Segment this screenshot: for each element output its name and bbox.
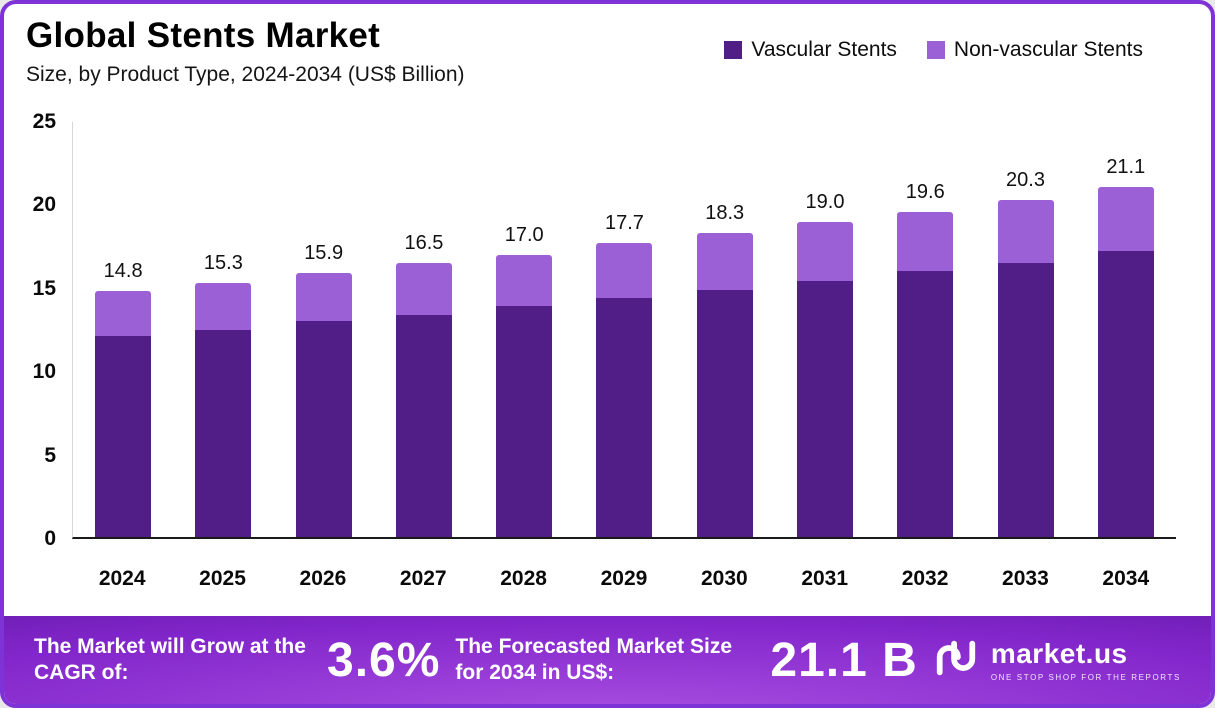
y-axis: 0 5 10 15 20 25 bbox=[14, 110, 62, 550]
bar-total-label: 19.0 bbox=[805, 190, 845, 213]
y-tick-label: 10 bbox=[32, 360, 56, 384]
bar-column: 21.1 bbox=[1076, 122, 1176, 537]
legend-swatch-vascular bbox=[724, 41, 743, 59]
chart-subtitle: Size, by Product Type, 2024-2034 (US$ Bi… bbox=[26, 63, 465, 86]
bar-total-label: 17.7 bbox=[604, 212, 644, 235]
bar-segment-nonvascular bbox=[195, 283, 252, 330]
bar-segment-nonvascular bbox=[1097, 186, 1154, 252]
bar-column: 19.6 bbox=[875, 122, 975, 537]
y-tick-label: 15 bbox=[32, 276, 56, 300]
chart-header: Global Stents Market Size, by Product Ty… bbox=[26, 16, 465, 87]
bar-total-label: 17.0 bbox=[504, 223, 544, 246]
brand-tagline: ONE STOP SHOP FOR THE REPORTS bbox=[990, 673, 1181, 682]
bar-stack bbox=[395, 263, 452, 537]
bar-segment-nonvascular bbox=[897, 211, 954, 272]
bar-segment-nonvascular bbox=[696, 233, 753, 290]
bar-segment-nonvascular bbox=[496, 254, 553, 307]
bar-stack bbox=[95, 291, 152, 537]
bar-total-label: 15.3 bbox=[203, 252, 243, 275]
bar-segment-vascular bbox=[95, 336, 152, 537]
x-axis-label: 2029 bbox=[600, 567, 648, 590]
brand-name: market.us bbox=[990, 638, 1128, 669]
legend-swatch-nonvascular bbox=[926, 41, 945, 59]
bar-column: 16.5 bbox=[374, 122, 474, 537]
bar-column: 20.3 bbox=[975, 122, 1075, 537]
x-axis-label: 2032 bbox=[901, 567, 949, 590]
bar-segment-vascular bbox=[696, 289, 753, 537]
forecast-label: The Forecasted Market Size for 2034 in U… bbox=[455, 634, 733, 684]
bar-segment-vascular bbox=[195, 329, 252, 537]
legend-label-vascular: Vascular Stents bbox=[751, 38, 897, 61]
bar-stack bbox=[897, 211, 954, 537]
y-tick-label: 5 bbox=[44, 443, 56, 467]
legend-item-vascular: Vascular Stents bbox=[724, 38, 897, 62]
bar-column: 17.7 bbox=[574, 122, 674, 537]
x-axis-label: 2033 bbox=[1002, 567, 1049, 590]
x-axis-label: 2026 bbox=[299, 567, 347, 590]
x-axis: 2024 2025 2026 2027 2028 2029 2030 2031 2032 2033… bbox=[72, 567, 1176, 591]
brand: market.us ONE STOP SHOP FOR THE REPORTS bbox=[933, 635, 1181, 686]
x-axis-label: 2034 bbox=[1102, 567, 1150, 590]
bar-column: 17.0 bbox=[474, 122, 574, 537]
y-tick-label: 0 bbox=[44, 527, 56, 550]
bar-segment-vascular bbox=[997, 263, 1054, 537]
bar-total-label: 19.6 bbox=[905, 180, 945, 203]
bar-total-label: 21.1 bbox=[1106, 155, 1146, 178]
x-axis-label: 2030 bbox=[700, 567, 748, 590]
plot-area: 14.8 15.3 15.9 16.5 17.0 17.7 18.3 19.0 19.6 20.3… bbox=[72, 122, 1176, 539]
x-axis-label: 2024 bbox=[98, 567, 146, 590]
footer-banner: The Market will Grow at the CAGR of: 3.6… bbox=[4, 616, 1211, 704]
bar-stack bbox=[596, 243, 653, 537]
bar-stack bbox=[997, 200, 1054, 537]
bar-stack bbox=[195, 283, 252, 537]
bar-total-label: 16.5 bbox=[404, 232, 444, 255]
bar-total-label: 14.8 bbox=[103, 260, 143, 283]
bar-total-label: 18.3 bbox=[705, 202, 745, 225]
bar-stack bbox=[1097, 186, 1154, 537]
bar-segment-nonvascular bbox=[596, 243, 653, 298]
brand-text: market.us ONE STOP SHOP FOR THE REPORTS bbox=[991, 638, 1181, 682]
chart-title: Global Stents Market bbox=[26, 16, 381, 55]
bar-segment-vascular bbox=[496, 306, 553, 537]
y-tick-label: 20 bbox=[32, 193, 56, 217]
bar-total-label: 20.3 bbox=[1006, 169, 1045, 192]
bar-segment-nonvascular bbox=[295, 273, 352, 322]
bar-segment-vascular bbox=[395, 314, 452, 537]
x-axis-label: 2025 bbox=[199, 567, 246, 590]
bar-column: 19.0 bbox=[775, 122, 875, 537]
bar-column: 18.3 bbox=[675, 122, 775, 537]
bar-segment-vascular bbox=[596, 297, 653, 537]
bar-stack bbox=[796, 221, 853, 537]
bar-segment-nonvascular bbox=[395, 263, 452, 315]
bar-stack bbox=[696, 233, 753, 537]
bar-segment-vascular bbox=[1097, 251, 1154, 537]
bar-segment-nonvascular bbox=[997, 200, 1054, 264]
y-tick-label: 25 bbox=[32, 110, 56, 133]
marketus-logo-icon bbox=[933, 635, 979, 686]
x-axis-label: 2027 bbox=[399, 567, 447, 590]
bar-segment-vascular bbox=[897, 271, 954, 537]
bar-segment-nonvascular bbox=[796, 221, 853, 282]
legend-label-nonvascular: Non-vascular Stents bbox=[953, 38, 1143, 61]
bar-total-label: 15.9 bbox=[304, 242, 344, 265]
bar-column: 15.9 bbox=[274, 122, 374, 537]
bar-segment-vascular bbox=[295, 321, 352, 537]
bar-stack bbox=[295, 273, 352, 537]
x-axis-label: 2031 bbox=[801, 567, 849, 590]
bar-segment-nonvascular bbox=[95, 291, 152, 337]
x-axis-label: 2028 bbox=[500, 567, 547, 590]
forecast-value: 21.1 B bbox=[770, 633, 918, 687]
legend: Vascular Stents Non-vascular Stents bbox=[724, 38, 1143, 62]
bar-stack bbox=[496, 254, 553, 537]
legend-item-nonvascular: Non-vascular Stents bbox=[926, 38, 1143, 62]
bar-column: 15.3 bbox=[173, 122, 273, 537]
bar-segment-vascular bbox=[796, 281, 853, 537]
cagr-value: 3.6% bbox=[327, 633, 441, 687]
bar-column: 14.8 bbox=[73, 122, 173, 537]
cagr-label: The Market will Grow at the CAGR of: bbox=[34, 634, 306, 684]
